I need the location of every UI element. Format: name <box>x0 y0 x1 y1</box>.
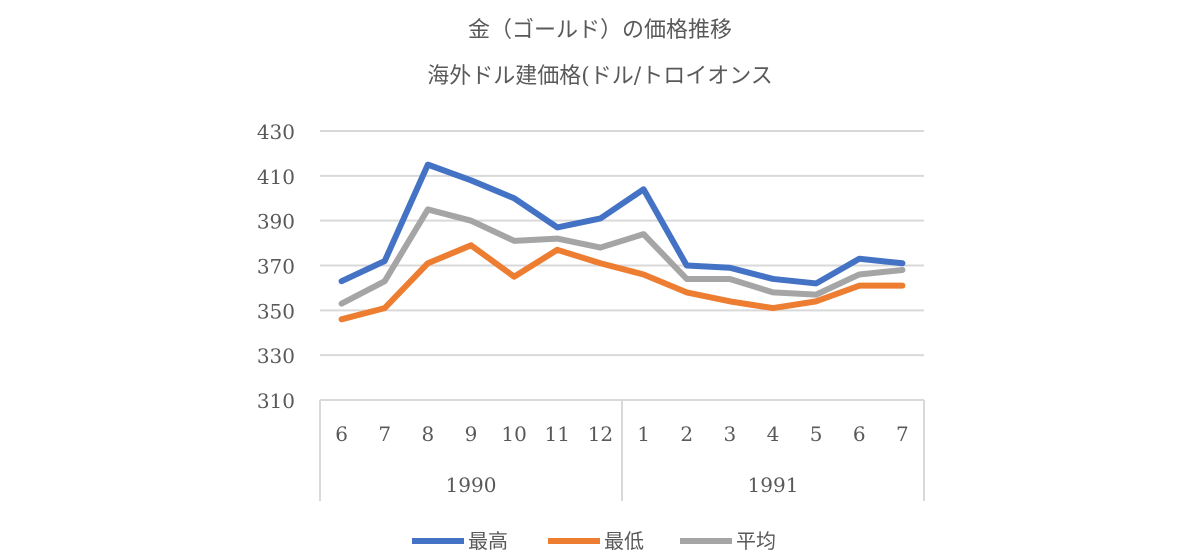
x-tick-label: 7 <box>896 422 909 446</box>
x-tick-label: 12 <box>588 422 613 446</box>
x-tick-label: 6 <box>335 422 348 446</box>
x-tick-label: 10 <box>501 422 526 446</box>
x-tick-label: 7 <box>378 422 391 446</box>
x-tick-label: 3 <box>723 422 736 446</box>
x-tick-label: 9 <box>465 422 478 446</box>
x-tick-label: 2 <box>680 422 693 446</box>
x-tick-label: 4 <box>767 422 780 446</box>
legend-label: 最高 <box>468 529 508 553</box>
x-tick-label: 8 <box>421 422 434 446</box>
series-line-0 <box>338 161 906 287</box>
y-tick-label: 410 <box>257 165 295 189</box>
y-tick-label: 350 <box>257 299 295 323</box>
y-tick-label: 390 <box>257 210 295 234</box>
series-line-2 <box>338 206 906 307</box>
x-group-label: 1991 <box>748 473 799 497</box>
legend-label: 平均 <box>736 529 776 553</box>
chart-subtitle: 海外ドル建価格(ドル/トロイオンス <box>427 64 773 89</box>
y-tick-label: 370 <box>257 255 295 279</box>
x-group-label: 1990 <box>446 473 497 497</box>
x-tick-label: 1 <box>637 422 650 446</box>
x-tick-label: 11 <box>545 422 570 446</box>
chart-title: 金（ゴールド）の価格推移 <box>468 18 732 43</box>
series-line-1 <box>338 242 906 323</box>
x-tick-label: 5 <box>810 422 823 446</box>
y-tick-label: 310 <box>257 389 295 413</box>
legend-label: 最低 <box>604 529 644 553</box>
y-tick-label: 430 <box>257 120 295 144</box>
y-tick-label: 330 <box>257 344 295 368</box>
x-tick-label: 6 <box>853 422 866 446</box>
